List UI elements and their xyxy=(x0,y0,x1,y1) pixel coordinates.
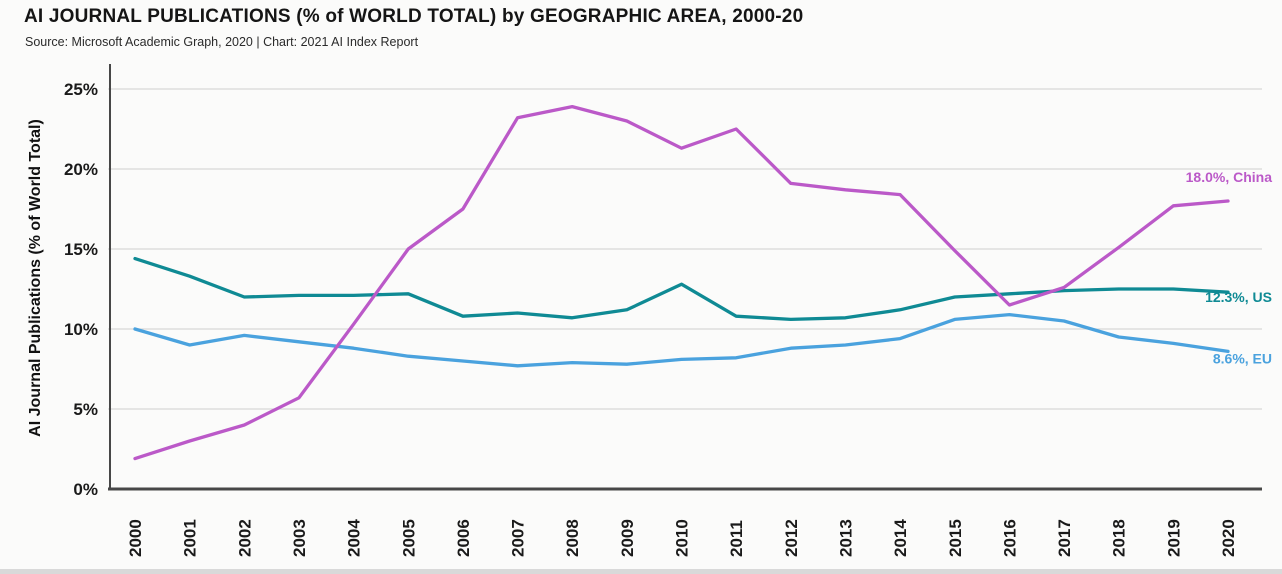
x-tick-label: 2018 xyxy=(1110,519,1129,557)
x-tick-label: 2017 xyxy=(1055,519,1074,557)
series-line-eu xyxy=(133,312,1230,368)
y-tick-label: 15% xyxy=(64,240,98,259)
x-tick-label: 2008 xyxy=(563,519,582,557)
x-tick-label: 2016 xyxy=(1000,519,1019,557)
y-tick-label: 5% xyxy=(73,400,98,419)
series-end-label-us: 12.3%, US xyxy=(1205,289,1272,305)
x-tick-label: 2015 xyxy=(946,519,965,557)
y-tick-label: 10% xyxy=(64,320,98,339)
y-axis-title: AI Journal Publications (% of World Tota… xyxy=(27,119,44,437)
x-tick-label: 2019 xyxy=(1164,519,1183,557)
x-tick-label: 2007 xyxy=(509,519,528,557)
x-tick-label: 2013 xyxy=(836,519,855,557)
x-tick-label: 2006 xyxy=(454,519,473,557)
x-tick-label: 2011 xyxy=(727,520,746,557)
series-end-label-china: 18.0%, China xyxy=(1186,169,1273,185)
x-tick-label: 2004 xyxy=(345,519,364,557)
series-line-china xyxy=(133,104,1230,461)
y-tick-label: 25% xyxy=(64,80,98,99)
x-tick-label: 2002 xyxy=(235,519,254,557)
y-tick-label: 20% xyxy=(64,160,98,179)
series-end-label-eu: 8.6%, EU xyxy=(1213,350,1272,366)
x-tick-label: 2012 xyxy=(782,519,801,557)
x-tick-label: 2000 xyxy=(126,519,145,557)
x-tick-label: 2010 xyxy=(673,519,692,557)
chart-title: AI JOURNAL PUBLICATIONS (% of WORLD TOTA… xyxy=(24,6,804,27)
x-tick-label: 2009 xyxy=(618,519,637,557)
x-tick-label: 2020 xyxy=(1219,519,1238,557)
bottom-border xyxy=(0,569,1282,574)
x-tick-label: 2005 xyxy=(399,519,418,557)
x-tick-label: 2001 xyxy=(181,519,200,557)
x-tick-label: 2003 xyxy=(290,519,309,557)
chart-source: Source: Microsoft Academic Graph, 2020 |… xyxy=(25,35,419,49)
x-tick-label: 2014 xyxy=(891,519,910,557)
y-tick-label: 0% xyxy=(73,480,98,499)
